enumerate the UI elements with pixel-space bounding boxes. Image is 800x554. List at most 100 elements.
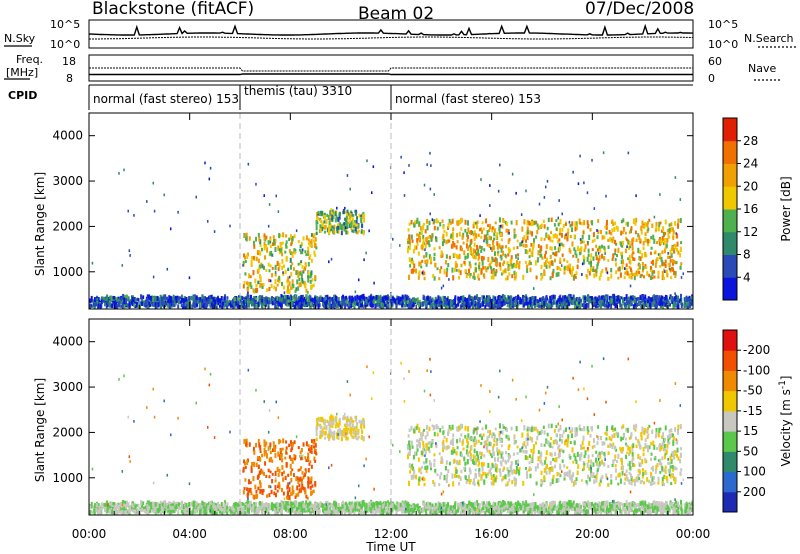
velocity-cell [433,458,436,463]
power-cell [177,300,180,305]
power-cell [569,298,572,303]
power-cell [506,261,509,266]
power-cell [682,272,685,276]
power-cell [590,253,593,258]
power-cell [680,241,683,245]
power-cell [426,219,429,224]
power-cell [337,300,340,306]
power-cell [406,248,409,254]
velocity-cell [544,460,547,465]
velocity-cell [525,470,528,475]
velocity-cell [262,471,265,476]
velocity-cell [290,442,293,447]
power-cell [650,261,653,265]
velocity-cell [464,434,467,439]
velocity-cell [561,459,564,463]
power-cell [587,240,589,244]
power-cell [143,303,146,307]
power-cell [354,290,357,294]
power-cell [101,296,104,302]
power-cell [496,241,499,246]
power-cell [338,226,341,230]
velocity-cell [464,461,467,466]
power-cell [274,279,277,285]
power-cell [480,255,483,262]
velocity-cell [617,482,620,486]
power-cell [588,234,591,241]
power-cell [511,304,514,308]
power-cell [264,244,267,249]
velocity-cell [494,466,497,472]
velocity-cell [259,450,262,454]
power-cell [441,219,444,223]
velocity-cell [593,444,596,448]
power-cell [661,275,664,279]
power-y-label: Slant Range [km] [33,172,47,276]
power-cell [588,271,591,276]
power-cell [489,247,492,250]
velocity-cell [406,445,409,449]
power-cell [583,305,586,309]
power-cell [482,295,485,301]
power-cell [536,223,539,227]
power-cell [236,296,239,301]
velocity-cell [608,436,611,441]
power-cell [407,295,410,301]
power-cell [552,234,555,239]
velocity-cell [525,445,528,449]
power-echoes [89,151,693,309]
velocity-cell [477,439,480,443]
power-cell [438,300,441,305]
velocity-cell [514,483,517,487]
power-cell [358,213,361,218]
velocity-cell [299,450,302,455]
power-cell [268,203,271,206]
power-cell [396,295,399,300]
power-cell [531,296,534,300]
power-cell [593,238,596,242]
velocity-cell [433,453,436,457]
power-cell [407,228,410,232]
power-cell [431,302,434,307]
power-cell [435,305,438,309]
velocity-cell [575,427,578,432]
velocity-cell [358,419,361,424]
velocity-cell [579,427,582,431]
velocity-cell [302,442,305,447]
power-cell [202,299,205,303]
power-cell [428,297,431,303]
power-cell [214,299,217,305]
power-cell [460,296,463,300]
power-cell [613,297,616,303]
power-cell [466,220,469,226]
power-cell [555,227,558,231]
velocity-cell [589,473,592,478]
power-cell [108,302,111,308]
power-cell [549,301,552,306]
power-cell [398,302,401,306]
power-cell [514,277,517,281]
power-cell [212,297,215,303]
power-cell [415,219,418,225]
power-cell [597,297,600,301]
power-cell [117,302,120,308]
power-cell [475,221,477,225]
power-cell [360,217,363,223]
power-cell [583,220,586,226]
power-cell [322,304,325,308]
power-cell [325,297,328,300]
power-cell [602,151,605,155]
power-cell [430,301,433,306]
power-cell [579,299,582,303]
power-cell [348,301,351,307]
power-cell [500,238,503,242]
power-cell [526,249,529,255]
velocity-cell [489,442,492,447]
velocity-cell [561,433,564,438]
velocity-cell [664,452,667,456]
velocity-cell [603,441,606,446]
velocity-cell [488,435,491,439]
velocity-cell [426,465,429,470]
velocity-cell [670,432,673,438]
power-cell [460,217,463,223]
